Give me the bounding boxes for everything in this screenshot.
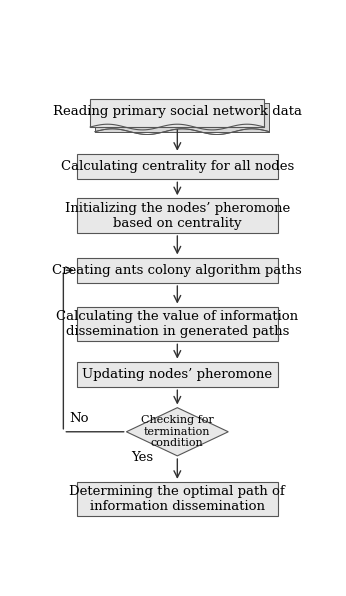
Bar — [77, 482, 278, 517]
Text: No: No — [70, 412, 89, 426]
Text: Updating nodes’ pheromone: Updating nodes’ pheromone — [82, 368, 272, 381]
Bar — [95, 103, 269, 132]
Bar — [77, 362, 278, 387]
Bar — [95, 103, 269, 132]
Bar — [77, 154, 278, 179]
Bar — [77, 307, 278, 341]
Bar — [77, 257, 278, 283]
Bar — [77, 198, 278, 233]
Text: Initializing the nodes’ pheromone
based on centrality: Initializing the nodes’ pheromone based … — [65, 201, 290, 229]
Text: Determining the optimal path of
information dissemination: Determining the optimal path of informat… — [70, 485, 285, 513]
Text: Calculating centrality for all nodes: Calculating centrality for all nodes — [61, 160, 294, 173]
Polygon shape — [126, 408, 228, 456]
Text: Creating ants colony algorithm paths: Creating ants colony algorithm paths — [53, 264, 302, 277]
Text: Yes: Yes — [131, 451, 154, 464]
Text: Calculating the value of information
dissemination in generated paths: Calculating the value of information dis… — [56, 310, 298, 338]
Bar — [90, 98, 264, 127]
Text: Reading primary social network data: Reading primary social network data — [53, 105, 302, 118]
Text: Checking for
termination
condition: Checking for termination condition — [141, 415, 214, 448]
